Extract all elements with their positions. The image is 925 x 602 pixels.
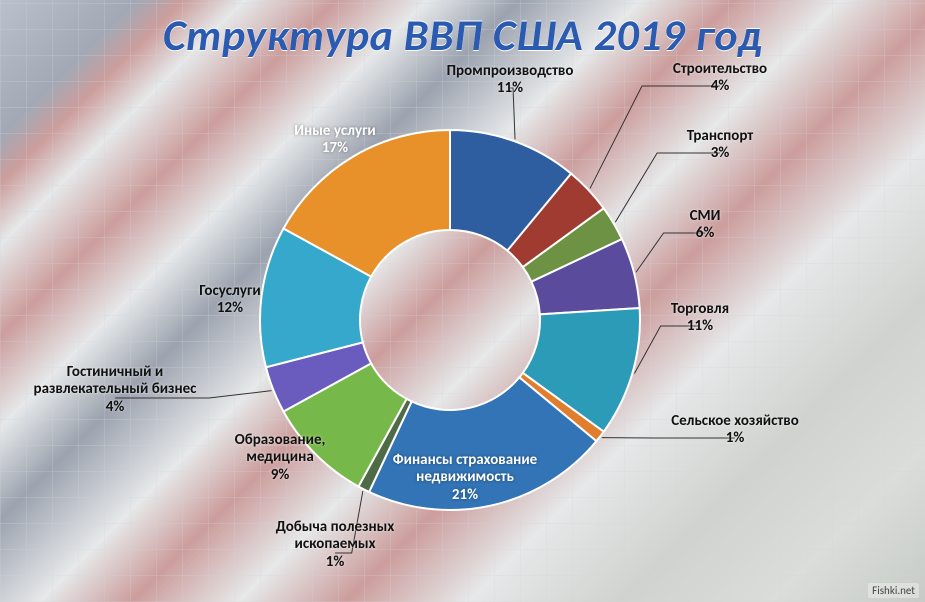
label-other: Иные услуги17%: [294, 123, 376, 158]
label-construction: Строительство4%: [673, 61, 767, 96]
donut-chart: Промпроизводство11% Строительство4% Трансп…: [0, 0, 925, 602]
label-media: СМИ6%: [690, 208, 721, 243]
label-finance: Финансы страхованиенедвижимость21%: [393, 452, 537, 504]
label-mining: Добыча полезныхископаемых1%: [276, 519, 395, 571]
label-hospitality: Гостиничный иразвлекательный бизнес4%: [34, 364, 197, 416]
chart-canvas: Структура ВВП США 2019 год Промпроизводс…: [0, 0, 925, 602]
label-agriculture: Сельское хозяйство1%: [671, 413, 799, 448]
label-gov: Госуслуги12%: [199, 283, 260, 318]
label-trade: Торговля11%: [671, 301, 729, 336]
label-manufacturing: Промпроизводство11%: [447, 63, 574, 98]
label-edu_med: Образование,медицина9%: [235, 432, 326, 484]
label-transport: Транспорт3%: [687, 128, 754, 163]
watermark: Fishki.net: [868, 583, 919, 598]
